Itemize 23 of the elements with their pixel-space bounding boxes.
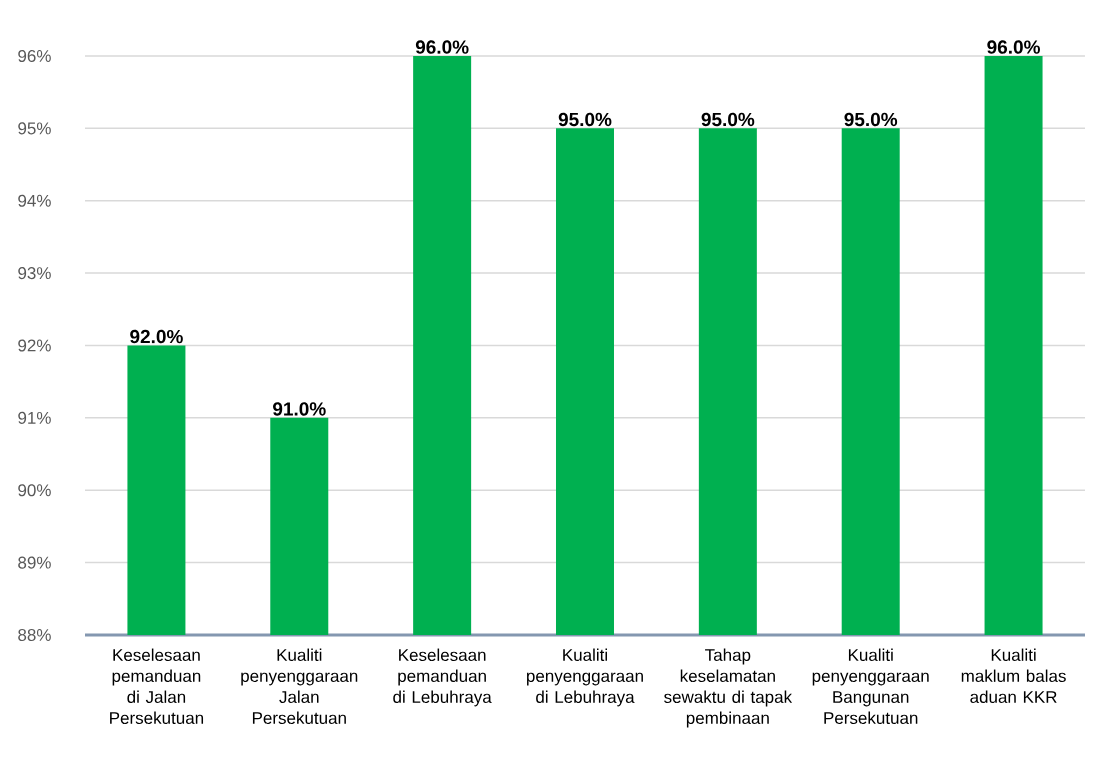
x-tick-label: Tahap keselamatan sewaktu di tapak pembinaan [664,648,793,728]
y-tick-label: 91% [18,411,51,424]
x-tick-label: Kualiti penyenggaraan di Lebuhraya [527,648,643,707]
data-label: 95.0% [701,112,755,127]
y-tick-label: 90% [18,484,51,497]
x-tick-label: Keselesaan pemanduan di Lebuhraya [393,648,492,707]
y-tick-label: 89% [18,556,51,569]
data-label: 96.0% [987,40,1040,54]
data-label: 96.0% [415,40,469,54]
y-tick-label: 95% [18,122,51,135]
y-tick-label: 92% [18,339,51,352]
x-tick-label: Keselesaan pemanduan di Jalan Persekutuan [110,648,204,725]
data-label: 91.0% [273,402,326,416]
x-tick-label: Kualiti maklum balas aduan KKR [961,648,1066,704]
y-tick-label: 88% [18,628,51,642]
y-tick-label: 94% [18,194,51,207]
data-label: 95.0% [558,112,612,127]
x-tick-label: Kualiti penyenggaraan Bangunan Persekutuan [812,648,929,725]
x-tick-label: Kualiti penyenggaraan Jalan Persekutuan [241,648,358,725]
y-tick-label: 93% [18,267,51,280]
data-label: 92.0% [130,329,183,344]
y-tick-label: 96% [18,49,51,63]
data-label: 95.0% [844,112,898,127]
